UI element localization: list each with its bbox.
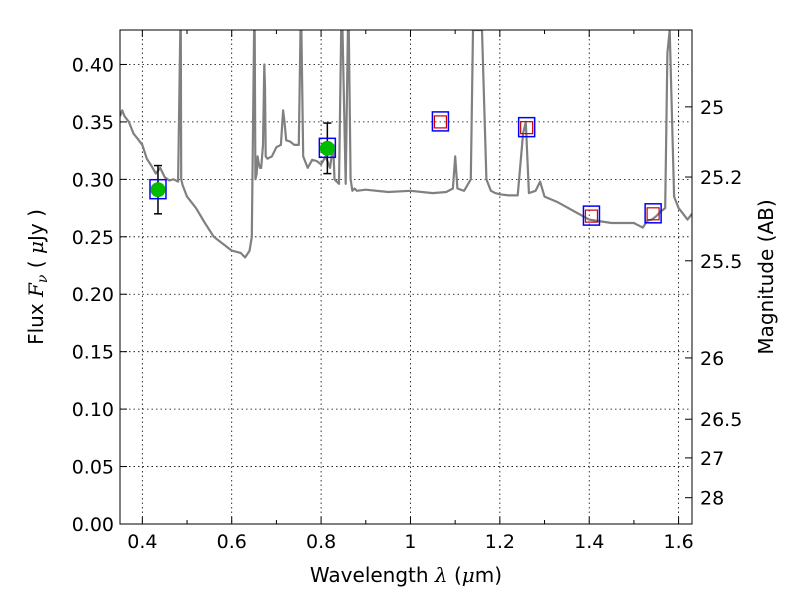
x-tick-label: 0.4	[127, 531, 157, 553]
x-tick-label: 1.2	[485, 531, 515, 553]
model-flux-box	[431, 111, 450, 132]
y2-tick-label: 25	[700, 97, 724, 119]
y2-axis-label: Magnitude (AB)	[754, 199, 778, 354]
y-tick-label: 0.10	[72, 399, 114, 421]
x-tick-label: 0.6	[217, 531, 247, 553]
y2-tick-label: 25.5	[700, 251, 742, 273]
model-flux-box	[149, 178, 167, 200]
spectrum-line	[120, 30, 692, 259]
plot-area	[120, 30, 692, 259]
y2-tick-label: 28	[700, 488, 724, 510]
grid	[120, 30, 692, 524]
x-tick-label: 0.8	[306, 531, 336, 553]
y-tick-label: 0.40	[72, 54, 114, 76]
y2-tick-label: 27	[700, 448, 724, 470]
observed-point	[150, 182, 166, 198]
axis-ticks: 0.4 0.6 0.8 1 1.2 1.4 1.6 0.00 0.05 0.10 0.15 0.20 0…	[72, 30, 742, 553]
x-tick-label: 1.4	[574, 531, 604, 553]
model-band-marker	[520, 121, 534, 135]
y-axis-label: Flux Fν ( μJy )	[24, 209, 51, 345]
x-tick-label: 1	[404, 531, 416, 553]
y-tick-label: 0.05	[72, 457, 114, 479]
x-tick-label: 1.6	[663, 531, 693, 553]
y-tick-label: 0.00	[72, 514, 114, 536]
y-tick-label: 0.30	[72, 169, 114, 191]
observed-point	[319, 140, 335, 156]
y-tick-label: 0.35	[72, 112, 114, 134]
model-band-marker	[433, 115, 448, 129]
model-flux-box	[318, 137, 337, 159]
plot-frame	[119, 29, 693, 525]
x-axis-label: Wavelength λ (μm)	[310, 563, 502, 587]
model-flux-box	[582, 205, 601, 226]
model-flux-box	[644, 203, 662, 224]
y2-tick-label: 26	[700, 348, 724, 370]
y-tick-label: 0.20	[72, 284, 114, 306]
y-tick-label: 0.15	[72, 342, 114, 364]
model-band-marker	[646, 207, 660, 221]
model-band-marker	[584, 209, 599, 223]
y2-tick-label: 25.2	[700, 167, 742, 189]
y-tick-label: 0.25	[72, 227, 114, 249]
y2-tick-label: 26.5	[700, 409, 742, 431]
model-flux-box	[517, 116, 536, 138]
